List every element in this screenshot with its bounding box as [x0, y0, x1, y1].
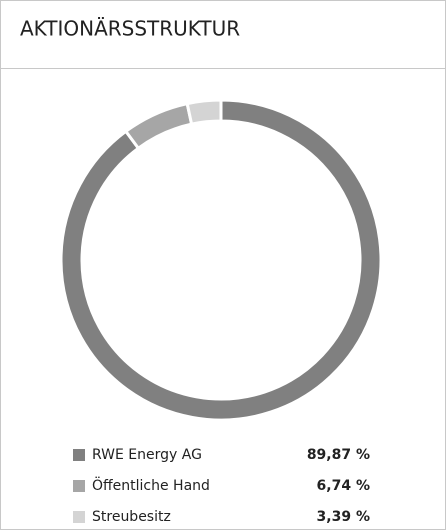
value-label: 6,74 % [317, 478, 370, 494]
legend-swatch [73, 480, 85, 492]
legend-label: Streubesitz [92, 509, 171, 525]
legend-swatch [73, 449, 85, 461]
legend-label: RWE Energy AG [92, 447, 202, 463]
chart-title: AKTIONÄRSSTRUKTUR [20, 17, 240, 41]
value-label: 3,39 % [317, 509, 370, 525]
donut-segment [59, 98, 383, 422]
value-label: 89,87 % [307, 447, 370, 463]
legend-label: Öffentliche Hand [92, 476, 210, 494]
legend-swatch [73, 511, 85, 523]
donut-segment [185, 98, 223, 126]
